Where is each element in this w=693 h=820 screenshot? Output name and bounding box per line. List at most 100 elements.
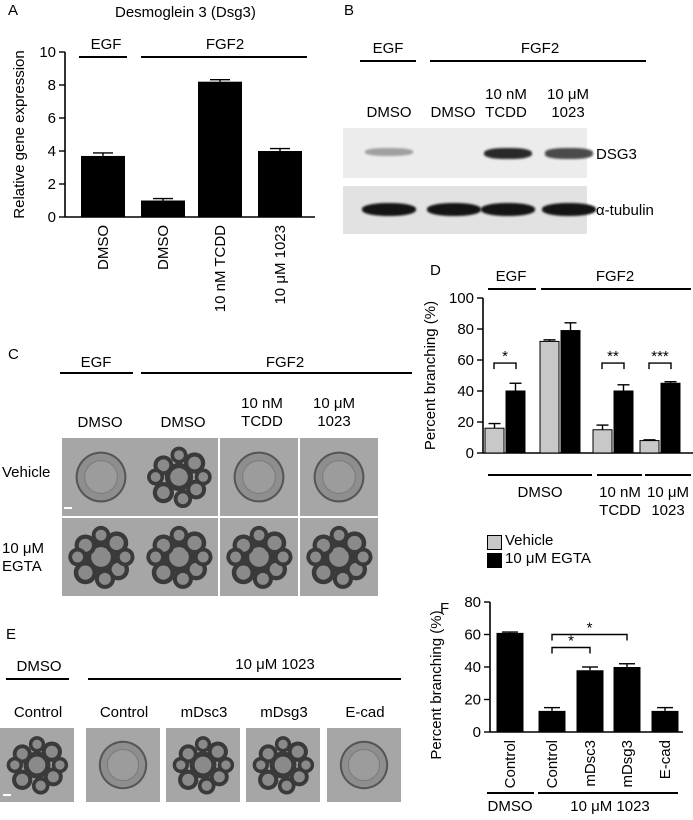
chart-d-significance-label: ** (607, 348, 619, 365)
panel-a-letter: A (8, 2, 19, 19)
panel-b-group-fgf2-line (430, 60, 646, 62)
chart-d-bar-egta (505, 390, 526, 454)
panel-e-col-label: mDsg3 (260, 704, 308, 721)
scale-bar (3, 794, 11, 796)
panel-a-group-egf: EGF (90, 36, 122, 53)
chart-a-bar (81, 155, 125, 217)
panel-b-letter: B (344, 2, 355, 19)
chart-f-y-tick-label: 0 (473, 724, 481, 741)
chart-a-y-tick-label: 4 (48, 143, 56, 160)
chart-d-y-tick-label: 100 (449, 290, 474, 307)
legend-swatch-vehicle (487, 535, 502, 550)
chart-d-significance-bracket (493, 362, 517, 370)
dsg3-band (545, 148, 593, 159)
panel-c-letter: C (8, 346, 19, 363)
panel-d-bottom-1023: 10 μM 1023 (647, 484, 689, 519)
panel-b-lane-3: 10 nM TCDD (485, 86, 527, 121)
chart-d-y-tick-label: 80 (457, 321, 474, 338)
tubulin-band (542, 203, 596, 216)
panel-b-lane-4: 10 μM 1023 (547, 86, 589, 121)
chart-f-significance-bracket (551, 646, 591, 654)
chart-d-bar-vehicle (592, 429, 613, 454)
chart-f-significance-label: * (568, 633, 574, 650)
panel-a-group-fgf2: FGF2 (205, 36, 245, 53)
micrograph-vehicle (62, 438, 140, 516)
panel-c-row-vehicle: Vehicle (2, 464, 51, 481)
chart-a-x-tick-label: 10 μM 1023 (272, 225, 289, 305)
chart-f-x-tick-label: Control (502, 740, 519, 788)
chart-a-ylabel: Relative gene expression (11, 50, 28, 218)
chart-d-y-tick-label: 0 (466, 445, 474, 462)
panel-f-bottom-dmso: DMSO (487, 798, 533, 815)
chart-d-bar-vehicle (484, 427, 505, 454)
chart-f: 0 20 40 60 80 Percent branching (%) Control Con… (428, 594, 683, 788)
panel-d-bottom-line-1023 (645, 474, 691, 476)
micrograph-egta (140, 518, 218, 596)
panel-d-group-fgf2: FGF2 (595, 268, 635, 285)
chart-a: 0 2 4 6 8 10 Relative gene expression DMSO DMSO 1… (11, 44, 315, 312)
tubulin-band (427, 203, 481, 216)
micrograph-vehicle (300, 438, 378, 516)
panel-b-group-egf: EGF (372, 40, 404, 57)
panel-c-group-fgf2: FGF2 (265, 354, 305, 371)
panel-f-letter: F (440, 600, 450, 617)
chart-a-y-tick-label: 8 (48, 77, 56, 94)
chart-a-x-tick-label: DMSO (155, 225, 172, 270)
chart-f-x-tick-label: E-cad (657, 740, 674, 779)
chart-f-y-tick-label: 40 (464, 659, 481, 676)
chart-d-bar-egta (613, 390, 634, 454)
panel-c-col-3: 10 nM TCDD (241, 395, 283, 430)
panel-c-group-fgf2-line (141, 372, 412, 374)
panel-c-col-2: DMSO (160, 414, 206, 431)
chart-d-significance-bracket (648, 362, 672, 370)
panel-d-bottom-line-dmso (488, 474, 592, 476)
micrograph-vehicle (220, 438, 298, 516)
panel-e-group-1023-line (88, 678, 401, 680)
panel-d-group-egf-line (488, 288, 536, 290)
panel-e-col-label: Control (13, 704, 63, 721)
chart-f-bar (651, 710, 679, 732)
chart-f-x-tick-label: mDsg3 (619, 740, 636, 788)
chart-f-bar (613, 667, 641, 732)
chart-f-y-tick-label: 80 (464, 594, 481, 611)
panel-c-group-egf: EGF (80, 354, 112, 371)
panel-c-group-egf-line (60, 372, 133, 374)
tubulin-band (481, 203, 535, 216)
panel-a-group-fgf2-line (141, 56, 307, 58)
chart-f-bar (496, 632, 524, 732)
panel-c-col-4: 10 μM 1023 (313, 395, 355, 430)
chart-f-significance-bracket (551, 633, 628, 641)
chart-a-y-tick-label: 10 (39, 44, 56, 61)
micrograph-e (246, 728, 320, 802)
panel-e-col-label: Control (99, 704, 149, 721)
panel-b-lane-2: DMSO (430, 104, 476, 121)
panel-d-group-fgf2-line (541, 288, 691, 290)
panel-b-group-fgf2: FGF2 (520, 40, 560, 57)
panel-d-group-egf: EGF (495, 268, 527, 285)
panel-b-group-egf-line (360, 60, 416, 62)
panel-e-col-label: E-cad (345, 704, 385, 721)
panel-a-group-egf-line (79, 56, 127, 58)
panel-e-group-1023: 10 μM 1023 (235, 656, 315, 673)
chart-f-bar (576, 670, 604, 732)
chart-d-bar-vehicle (539, 340, 560, 454)
chart-f-ylabel: Percent branching (%) (428, 610, 445, 759)
chart-a-x-tick-label: 10 nM TCDD (212, 225, 229, 312)
micrograph-egta (220, 518, 298, 596)
legend-label-egta: 10 μM EGTA (505, 550, 591, 567)
chart-d-bar-egta (660, 382, 681, 454)
micrograph-e (327, 728, 401, 802)
micrograph-e (86, 728, 160, 802)
micrograph-egta (300, 518, 378, 596)
chart-d-significance-bracket (601, 362, 625, 370)
chart-a-y-tick-label: 2 (48, 176, 56, 193)
panel-b-lane-1: DMSO (366, 104, 412, 121)
tubulin-band (362, 203, 416, 216)
chart-a-bar (141, 200, 185, 217)
panel-e-letter: E (6, 626, 17, 643)
micrograph-egta (62, 518, 140, 596)
chart-a-x-tick-label: DMSO (95, 225, 112, 270)
panel-e-group-dmso-line (6, 678, 69, 680)
chart-f-significance-label: * (587, 620, 593, 637)
